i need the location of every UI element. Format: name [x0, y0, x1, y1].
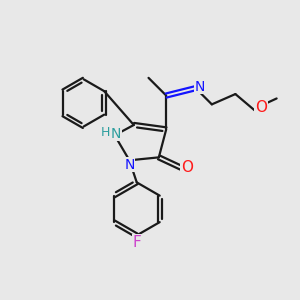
Text: N: N [195, 80, 205, 94]
Text: N: N [124, 158, 135, 172]
Text: O: O [181, 160, 193, 175]
Text: H: H [101, 126, 110, 139]
Text: N: N [111, 127, 121, 141]
Text: F: F [132, 235, 141, 250]
Text: O: O [255, 100, 267, 115]
